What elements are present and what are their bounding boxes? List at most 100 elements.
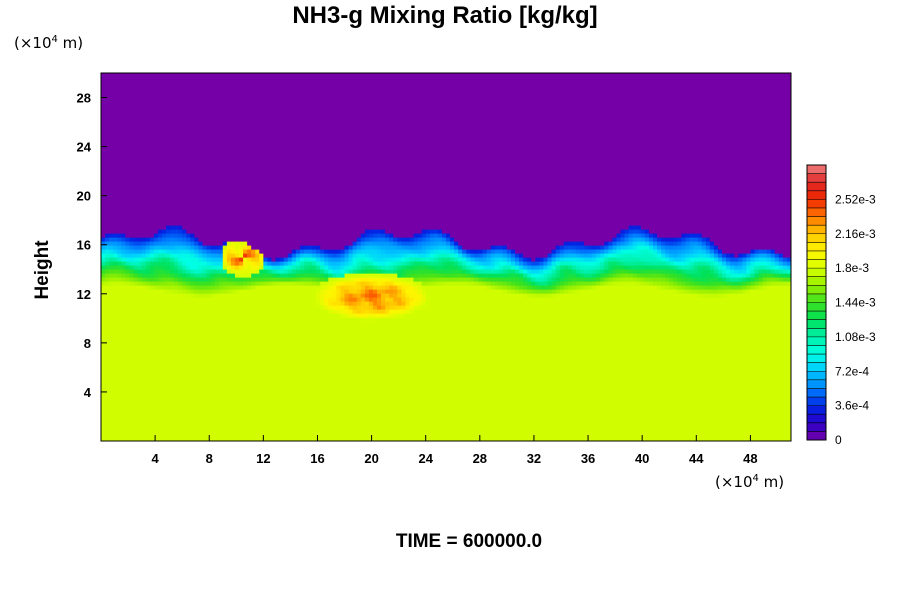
heatmap-cell: [527, 397, 532, 402]
heatmap-cell: [279, 397, 285, 402]
heatmap-cell: [596, 425, 601, 430]
heatmap-cell: [401, 341, 407, 346]
heatmap-cell: [632, 421, 638, 426]
heatmap-cell: [612, 337, 618, 342]
heatmap-cell: [555, 365, 561, 370]
heatmap-cell: [174, 405, 179, 410]
heatmap-cell: [677, 333, 683, 338]
heatmap-cell: [287, 389, 293, 394]
heatmap-cell: [628, 325, 634, 330]
heatmap-cell: [636, 417, 642, 422]
heatmap-cell: [312, 361, 317, 366]
heatmap-cell: [677, 337, 683, 342]
heatmap-cell: [758, 349, 764, 354]
heatmap-cell: [344, 433, 350, 438]
heatmap-cell: [433, 325, 439, 330]
heatmap-cell: [612, 329, 618, 334]
heatmap-cell: [303, 361, 309, 366]
heatmap-cell: [230, 429, 236, 434]
heatmap-cell: [632, 329, 638, 334]
heatmap-cell: [210, 361, 216, 366]
heatmap-cell: [214, 377, 220, 382]
heatmap-cell: [632, 433, 638, 438]
heatmap-cell: [575, 325, 581, 330]
heatmap-cell: [218, 389, 224, 394]
heatmap-cell: [762, 345, 768, 350]
heatmap-cell: [677, 417, 683, 422]
heatmap-cell: [409, 421, 415, 426]
heatmap-cell: [295, 357, 301, 362]
heatmap-cell: [332, 349, 338, 354]
heatmap-cell: [226, 393, 232, 398]
heatmap-cell: [336, 365, 342, 370]
heatmap-cell: [417, 365, 423, 370]
heatmap-cell: [709, 329, 715, 334]
heatmap-cell: [425, 437, 431, 441]
heatmap-cell: [567, 397, 573, 402]
heatmap-cell: [746, 433, 752, 438]
heatmap-cell: [523, 413, 528, 418]
heatmap-cell: [145, 437, 151, 441]
heatmap-cell: [685, 413, 691, 418]
heatmap-cell: [145, 333, 151, 338]
heatmap-cell: [320, 381, 325, 386]
heatmap-cell: [332, 437, 338, 441]
heatmap-cell: [624, 357, 630, 362]
heatmap-cell: [644, 413, 650, 418]
heatmap-cell: [113, 321, 118, 326]
heatmap-cell: [616, 389, 622, 394]
heatmap-cell: [247, 437, 252, 441]
heatmap-cell: [121, 377, 126, 382]
heatmap-cell: [441, 385, 447, 390]
heatmap-cell: [113, 369, 118, 374]
heatmap-cell: [214, 337, 220, 342]
heatmap-cell: [661, 325, 666, 330]
heatmap-cell: [368, 389, 374, 394]
heatmap-cell: [441, 429, 447, 434]
heatmap-cell: [267, 417, 273, 422]
heatmap-cell: [498, 421, 504, 426]
heatmap-cell: [117, 405, 122, 410]
heatmap-cell: [101, 397, 106, 402]
heatmap-cell: [722, 373, 727, 378]
heatmap-cell: [161, 393, 167, 398]
heatmap-cell: [101, 321, 106, 326]
heatmap-cell: [644, 405, 650, 410]
heatmap-cell: [161, 433, 167, 438]
heatmap-cell: [405, 429, 411, 434]
heatmap-cell: [551, 385, 557, 390]
heatmap-cell: [393, 361, 398, 366]
heatmap-cell: [117, 341, 122, 346]
heatmap-cell: [214, 329, 220, 334]
heatmap-cell: [210, 345, 216, 350]
heatmap-cell: [510, 377, 516, 382]
heatmap-cell: [446, 325, 451, 330]
heatmap-cell: [409, 409, 415, 414]
heatmap-cell: [543, 365, 549, 370]
heatmap-cell: [385, 425, 390, 430]
heatmap-cell: [283, 369, 289, 374]
heatmap-cell: [754, 425, 760, 430]
heatmap-cell: [198, 425, 204, 430]
heatmap-cell: [685, 333, 691, 338]
heatmap-cell: [312, 409, 317, 414]
heatmap-cell: [494, 377, 500, 382]
heatmap-cell: [620, 397, 626, 402]
heatmap-cell: [121, 421, 126, 426]
heatmap-cell: [356, 345, 362, 350]
heatmap-cell: [612, 365, 618, 370]
heatmap-cell: [490, 417, 496, 422]
heatmap-cell: [320, 413, 325, 418]
heatmap-cell: [470, 373, 476, 378]
heatmap-cell: [222, 421, 228, 426]
heatmap-cell: [446, 361, 451, 366]
heatmap-cell: [299, 321, 305, 326]
heatmap-cell: [312, 425, 317, 430]
heatmap-cell: [320, 385, 325, 390]
heatmap-cell: [105, 325, 110, 330]
heatmap-cell: [482, 389, 488, 394]
heatmap-cell: [730, 369, 735, 374]
heatmap-cell: [588, 333, 593, 338]
heatmap-cell: [230, 345, 236, 350]
heatmap-cell: [742, 413, 747, 418]
